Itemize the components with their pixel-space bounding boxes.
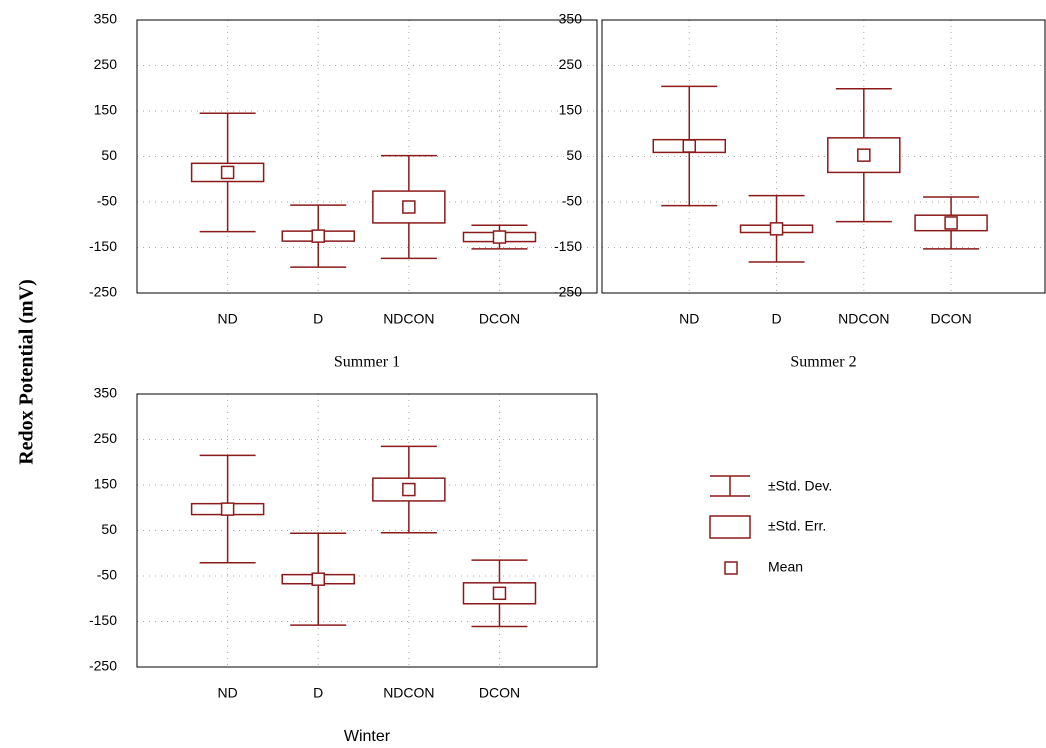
mean-marker (220, 502, 235, 516)
plot-frame (136, 19, 598, 294)
mean-marker (311, 572, 325, 586)
y-tick-label: -50 (97, 567, 117, 583)
y-tick-label: 150 (94, 476, 118, 492)
plot-frame (601, 19, 1046, 294)
mean-marker (220, 165, 235, 180)
mean-marker (402, 200, 416, 214)
mean-marker (492, 230, 507, 244)
y-tick-label: -150 (554, 238, 582, 254)
mean-marker (402, 482, 416, 497)
y-tick-label: 50 (566, 147, 582, 163)
y-tick-label: 350 (94, 11, 118, 27)
x-tick-label: DCON (930, 311, 971, 327)
legend (709, 475, 751, 575)
x-axis-label: Winter (344, 728, 391, 745)
y-tick-label: -250 (89, 658, 117, 674)
x-tick-label: ND (679, 311, 699, 327)
x-tick-label: NDCON (383, 311, 434, 327)
mean-marker (311, 229, 325, 243)
x-axis-label: Summer 2 (790, 354, 856, 371)
y-tick-label: 50 (101, 147, 117, 163)
y-tick-label: -150 (89, 612, 117, 628)
mean-marker (682, 139, 697, 153)
x-tick-label: ND (218, 311, 238, 327)
x-tick-label: NDCON (383, 685, 434, 701)
legend-label: Mean (768, 559, 803, 575)
mean-marker (492, 586, 507, 601)
legend-se-icon (709, 515, 751, 539)
legend-sd-icon (710, 475, 750, 497)
plot-frame (136, 393, 598, 668)
y-tick-label: 150 (94, 102, 118, 118)
y-tick-label: -50 (562, 193, 582, 209)
x-tick-label: D (771, 311, 781, 327)
y-tick-label: 150 (559, 102, 583, 118)
y-tick-label: -250 (89, 284, 117, 300)
legend-label: ±Std. Dev. (768, 478, 832, 494)
x-tick-label: D (313, 311, 323, 327)
mean-marker (944, 216, 958, 230)
y-tick-label: 50 (101, 521, 117, 537)
x-tick-label: DCON (479, 685, 520, 701)
x-tick-label: ND (218, 685, 238, 701)
legend-label: ±Std. Err. (768, 518, 826, 534)
y-tick-label: 350 (559, 11, 583, 27)
y-axis-label: Redox Potential (mV) (16, 279, 38, 465)
x-tick-label: D (313, 685, 323, 701)
y-tick-label: 250 (559, 56, 583, 72)
mean-marker (769, 222, 784, 236)
y-tick-label: -50 (97, 193, 117, 209)
x-tick-label: DCON (479, 311, 520, 327)
y-tick-label: 250 (94, 430, 118, 446)
y-tick-label: -150 (89, 238, 117, 254)
y-tick-label: 250 (94, 56, 118, 72)
x-axis-label: Summer 1 (334, 354, 400, 371)
y-tick-label: 350 (94, 385, 118, 401)
mean-marker (857, 148, 871, 162)
legend-mean-icon (724, 561, 738, 575)
y-tick-label: -250 (554, 284, 582, 300)
x-tick-label: NDCON (838, 311, 889, 327)
